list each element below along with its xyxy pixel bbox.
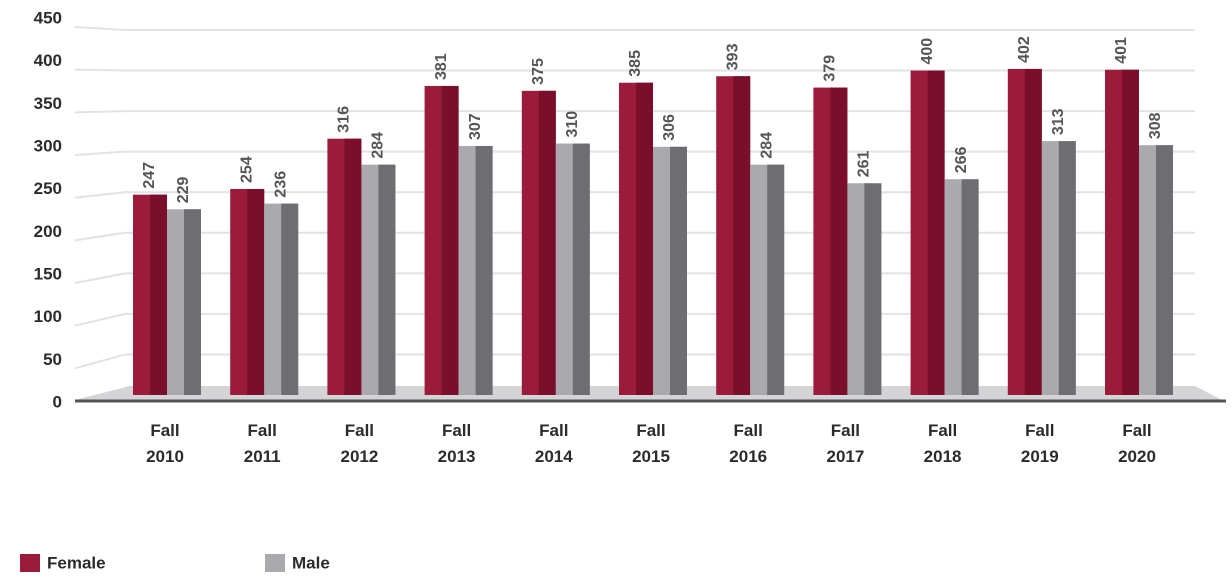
x-tick-label-line: Fall [831, 421, 860, 440]
y-tick-label: 0 [53, 392, 62, 411]
y-tick-label: 350 [34, 94, 62, 113]
bar-side [1122, 69, 1139, 395]
value-label: 381 [433, 53, 450, 80]
x-tick-label: Fall 2012 [340, 421, 378, 466]
legend-swatch [265, 554, 285, 572]
bar-side [184, 209, 201, 395]
y-tick-label: 150 [34, 264, 62, 283]
grid-line [74, 68, 1195, 72]
value-label: 261 [856, 151, 873, 178]
value-label: 254 [238, 156, 255, 183]
value-label: 401 [1113, 37, 1130, 64]
x-tick-label-line: 2014 [535, 447, 573, 466]
x-tick-label: Fall 2017 [826, 421, 864, 466]
x-tick-label: Fall 2013 [438, 421, 476, 466]
x-tick-label-line: Fall [1025, 421, 1054, 440]
legend-swatch [20, 554, 40, 572]
x-tick-label-line: 2017 [826, 447, 864, 466]
bar-side [572, 143, 590, 395]
x-tick-label-line: Fall [442, 421, 471, 440]
x-tick-label: Fall 2011 [244, 421, 281, 466]
y-tick-label: 300 [34, 136, 62, 155]
bar-side [538, 90, 556, 395]
bar-side [475, 145, 493, 395]
x-tick-label-line: Fall [345, 421, 374, 440]
x-tick-label-line: 2010 [146, 447, 184, 466]
y-tick-label: 50 [43, 350, 62, 369]
value-label: 284 [370, 132, 387, 159]
bar-side [864, 183, 882, 395]
bar-side [247, 188, 265, 395]
y-tick-label: 250 [34, 179, 62, 198]
x-tick-label-line: Fall [248, 421, 277, 440]
x-tick-label: Fall 2018 [924, 421, 962, 466]
bar-side [830, 87, 848, 395]
value-label: 402 [1016, 36, 1033, 63]
y-tick-label: 100 [34, 307, 62, 326]
value-label: 379 [822, 55, 839, 82]
x-tick-label: Fall 2014 [535, 421, 573, 466]
bar-side [1156, 145, 1173, 395]
x-tick-label-line: 2019 [1021, 447, 1059, 466]
bar-side [378, 164, 396, 395]
bar-side [281, 203, 299, 395]
x-tick-label-line: Fall [734, 421, 763, 440]
x-tick-label-line: Fall [1122, 421, 1151, 440]
value-label: 308 [1147, 112, 1164, 139]
x-tick-label-line: 2013 [438, 447, 476, 466]
bar-side [927, 70, 945, 396]
bar-side [961, 179, 979, 395]
x-tick-label-line: 2011 [244, 447, 281, 466]
value-label: 400 [919, 38, 936, 65]
bar-side [1024, 68, 1042, 395]
bar-side [441, 85, 459, 395]
bar-side [767, 164, 785, 395]
x-tick-label: Fall 2019 [1021, 421, 1059, 466]
value-label: 247 [141, 162, 158, 189]
x-tick-label-line: Fall [636, 421, 665, 440]
x-tick-label-line: 2015 [632, 447, 670, 466]
value-label: 385 [627, 50, 644, 77]
x-tick-label: Fall 2016 [729, 421, 767, 466]
value-label: 284 [758, 132, 775, 159]
x-tick-label: Fall 2015 [632, 421, 670, 466]
value-label: 306 [661, 114, 678, 141]
x-tick-label-line: Fall [928, 421, 957, 440]
value-label: 310 [564, 111, 581, 138]
x-tick-label-line: 2018 [924, 447, 962, 466]
y-tick-label: 450 [34, 8, 62, 27]
bar-side [344, 138, 362, 395]
bar-side [1058, 141, 1076, 395]
x-tick-label-line: 2016 [729, 447, 767, 466]
grid-line [74, 26, 1195, 31]
y-tick-label: 400 [34, 51, 62, 70]
value-label: 229 [175, 176, 192, 203]
value-label: 375 [530, 58, 547, 85]
x-tick-label-line: 2012 [340, 447, 378, 466]
bar-side [670, 146, 687, 395]
value-label: 313 [1050, 108, 1067, 135]
x-tick-label-line: Fall [150, 421, 179, 440]
legend-label: Male [292, 553, 330, 572]
value-label: 266 [953, 146, 970, 173]
bar-side [636, 82, 653, 395]
legend-label: Female [47, 553, 106, 572]
y-tick-label: 200 [34, 222, 62, 241]
value-label: 236 [272, 171, 289, 198]
value-label: 307 [467, 113, 484, 140]
x-tick-label: Fall 2010 [146, 421, 184, 466]
x-tick-label: Fall 2020 [1118, 421, 1156, 466]
x-tick-label-line: 2020 [1118, 447, 1156, 466]
bar-side [733, 76, 751, 395]
value-label: 316 [336, 106, 353, 133]
value-label: 393 [724, 43, 741, 70]
bar-side [150, 194, 167, 395]
x-tick-label-line: Fall [539, 421, 568, 440]
